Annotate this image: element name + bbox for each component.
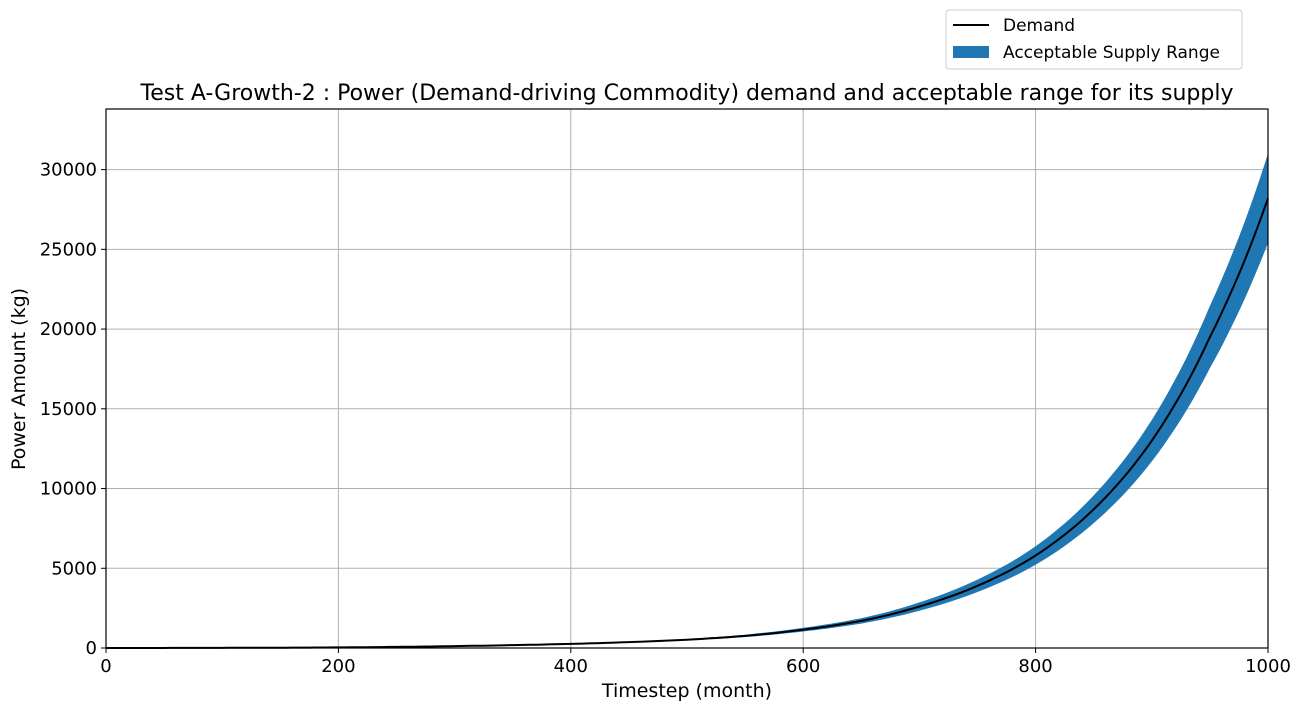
x-tick-label: 400 bbox=[554, 656, 588, 677]
legend: Demand Acceptable Supply Range bbox=[945, 9, 1243, 70]
x-tick-label: 600 bbox=[786, 656, 820, 677]
x-tick-label: 800 bbox=[1018, 656, 1052, 677]
y-tick-label: 5000 bbox=[51, 558, 97, 579]
x-tick-label: 1000 bbox=[1245, 656, 1291, 677]
demand-line-layer bbox=[106, 197, 1269, 649]
y-axis-title: Power Amount (kg) bbox=[8, 288, 30, 470]
legend-supply-label: Acceptable Supply Range bbox=[1003, 43, 1220, 63]
y-tick-label: 20000 bbox=[40, 319, 97, 340]
acceptable-supply-range-band bbox=[106, 153, 1268, 648]
x-tick-label: 0 bbox=[100, 656, 111, 677]
x-axis-ticks: 0 200 400 600 800 1000 bbox=[100, 648, 1291, 677]
y-tick-label: 25000 bbox=[40, 239, 97, 260]
legend-box bbox=[945, 9, 1243, 70]
grid-lines bbox=[105, 109, 1269, 649]
demand-line bbox=[106, 197, 1269, 649]
x-tick-label: 200 bbox=[321, 656, 355, 677]
supply-band-layer bbox=[106, 153, 1268, 648]
legend-supply-swatch bbox=[953, 46, 989, 58]
y-tick-label: 15000 bbox=[40, 399, 97, 420]
x-axis-title: Timestep (month) bbox=[601, 680, 772, 702]
y-axis-ticks: 0 5000 10000 15000 20000 25000 30000 bbox=[40, 160, 106, 659]
y-tick-label: 0 bbox=[86, 638, 97, 659]
legend-demand-label: Demand bbox=[1003, 16, 1075, 36]
plot-frame bbox=[105, 108, 1269, 649]
y-tick-label: 10000 bbox=[40, 479, 97, 500]
chart-title: Test A-Growth-2 : Power (Demand-driving … bbox=[140, 81, 1234, 106]
y-tick-label: 30000 bbox=[40, 160, 97, 181]
